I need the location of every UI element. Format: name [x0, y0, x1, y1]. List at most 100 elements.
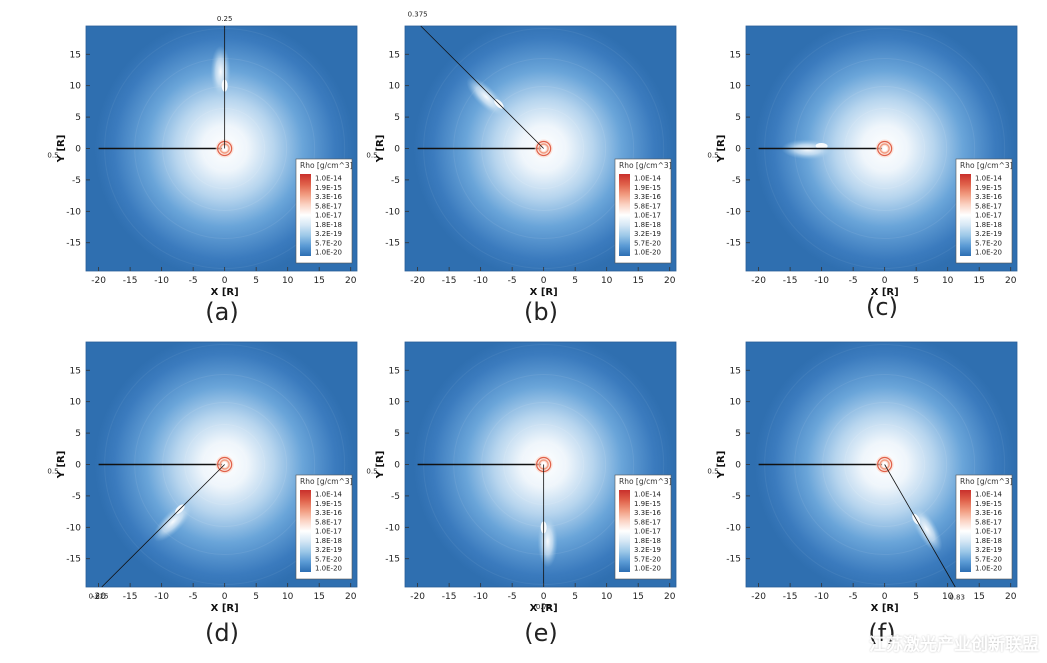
legend-title: Rho [g/cm^3] [619, 477, 672, 486]
legend-level-label: 1.0E-20 [975, 565, 1002, 573]
x-tick-label: -15 [783, 276, 798, 286]
legend-level-label: 3.2E-19 [975, 230, 1002, 238]
legend-level-label: 1.0E-20 [634, 249, 661, 257]
legend-level-label: 1.9E-15 [975, 184, 1002, 192]
panel-d: 0.625 -20 -15 -10 -5 0 5 10 15 20 15 10 5 0 -5 -10 -15 X … [0, 316, 358, 647]
x-tick-label: 5 [253, 592, 259, 602]
x-tick-label: 10 [282, 276, 294, 286]
y-axis-sublabel: 0.5 [366, 152, 377, 160]
legend-level-label: 1.9E-15 [634, 500, 661, 508]
x-tick-label: 10 [601, 592, 613, 602]
y-tick-label: -10 [726, 207, 741, 217]
x-tick-label: 5 [913, 276, 919, 286]
x-tick-label: -5 [849, 276, 858, 286]
cloud-blob [210, 45, 231, 98]
phase-annotation: 0.83 [949, 594, 965, 602]
x-tick-label: 20 [1005, 592, 1017, 602]
legend-level-label: 5.7E-20 [315, 239, 342, 247]
legend-level-label: 1.8E-18 [634, 537, 661, 545]
source-ring-outer [877, 140, 893, 157]
y-tick-label: 15 [70, 366, 81, 376]
x-tick-label: -10 [814, 592, 829, 602]
legend-level-label: 3.2E-19 [634, 546, 661, 554]
x-tick-label: 5 [572, 276, 578, 286]
x-tick-label: -10 [473, 276, 488, 286]
x-tick-label: -15 [783, 592, 798, 602]
legend-level-label: 5.7E-20 [975, 239, 1002, 247]
x-axis-label: X [R] [530, 603, 558, 614]
y-tick-label: -5 [391, 492, 400, 502]
legend-level-label: 1.0E-17 [315, 528, 342, 536]
phase-annotation: 0.625 [89, 592, 109, 600]
y-tick-label: 5 [394, 113, 400, 123]
cloud-blob [781, 139, 834, 160]
y-tick-label: 0 [394, 145, 400, 155]
colorbar-legend: Rho [g/cm^3] 1.0E-141.9E-153.3E-165.8E-17… [295, 158, 353, 264]
legend-level-label: 5.8E-17 [634, 202, 661, 210]
legend-level-label: 1.8E-18 [315, 221, 342, 229]
x-tick-label: -20 [91, 592, 106, 602]
source-ring-inner [879, 459, 890, 470]
x-axis-label: X [R] [211, 603, 239, 614]
x-tick-label: 0 [882, 276, 888, 286]
legend-level-label: 5.8E-17 [315, 518, 342, 526]
x-tick-label: -20 [751, 592, 766, 602]
legend-level-label: 5.7E-20 [634, 555, 661, 563]
y-axis-label: Y [R] [56, 451, 67, 480]
x-tick-label: 10 [282, 592, 294, 602]
x-tick-label: -20 [410, 592, 425, 602]
source-ring-outer [217, 456, 233, 473]
x-axis-label: X [R] [530, 287, 558, 298]
legend-level-label: 5.7E-20 [975, 555, 1002, 563]
x-tick-label: 10 [942, 592, 954, 602]
x-tick-label: -5 [508, 592, 517, 602]
y-tick-label: 15 [730, 366, 741, 376]
y-tick-label: 0 [394, 461, 400, 471]
y-tick-label: -10 [385, 523, 400, 533]
x-tick-label: 20 [664, 276, 676, 286]
legend-level-label: 3.3E-16 [315, 193, 343, 201]
legend-level-label: 3.2E-19 [315, 546, 342, 554]
y-tick-label: 0 [735, 145, 741, 155]
legend-level-label: 5.7E-20 [315, 555, 342, 563]
x-tick-label: -5 [849, 592, 858, 602]
x-tick-label: -5 [189, 276, 198, 286]
caption-c: (c) [866, 293, 898, 321]
y-tick-label: 10 [389, 398, 401, 408]
legend-level-label: 1.8E-18 [975, 221, 1002, 229]
legend-level-label: 1.0E-20 [634, 565, 661, 573]
direction-guide-line [101, 464, 225, 588]
legend-level-label: 1.0E-17 [975, 528, 1002, 536]
legend-level-label: 1.0E-17 [315, 212, 342, 220]
legend-level-label: 5.8E-17 [634, 518, 661, 526]
y-tick-label: 15 [70, 50, 81, 60]
source-core [882, 461, 888, 468]
y-tick-label: -15 [66, 239, 81, 249]
legend-level-label: 1.0E-20 [315, 565, 342, 573]
phase-annotation: 0.75 [536, 603, 552, 611]
phase-annotation: 0.25 [217, 15, 233, 23]
x-tick-label: 0 [222, 592, 228, 602]
legend-colorbar [619, 174, 630, 256]
source-ring-inner [538, 143, 549, 154]
y-tick-label: 10 [70, 82, 82, 92]
x-tick-label: -20 [91, 276, 106, 286]
cloud-plume [153, 502, 193, 542]
y-axis-label: Y [R] [375, 135, 386, 164]
direction-guide-line [420, 25, 544, 149]
plot-e: 0.75 -20 -15 -10 -5 0 5 10 15 20 15 10 5 0 -5 -10 -15 X [… [366, 341, 677, 614]
x-tick-label: -10 [814, 276, 829, 286]
panel-b: 0.375 -20 -15 -10 -5 0 5 10 15 20 15 10 5 0 -5 -10 -15 X … [319, 0, 677, 331]
caption-b: (b) [524, 298, 558, 326]
legend-level-label: 5.8E-17 [975, 518, 1002, 526]
caption-d: (d) [205, 619, 239, 647]
y-tick-label: 15 [730, 50, 741, 60]
legend-level-label: 1.0E-20 [975, 249, 1002, 257]
x-tick-label: 15 [632, 592, 643, 602]
y-tick-label: 5 [75, 113, 81, 123]
x-axis-label: X [R] [871, 603, 899, 614]
legend-level-label: 1.0E-14 [975, 491, 1003, 499]
x-tick-label: -20 [751, 276, 766, 286]
y-tick-label: 15 [389, 366, 400, 376]
x-tick-label: -15 [442, 276, 457, 286]
